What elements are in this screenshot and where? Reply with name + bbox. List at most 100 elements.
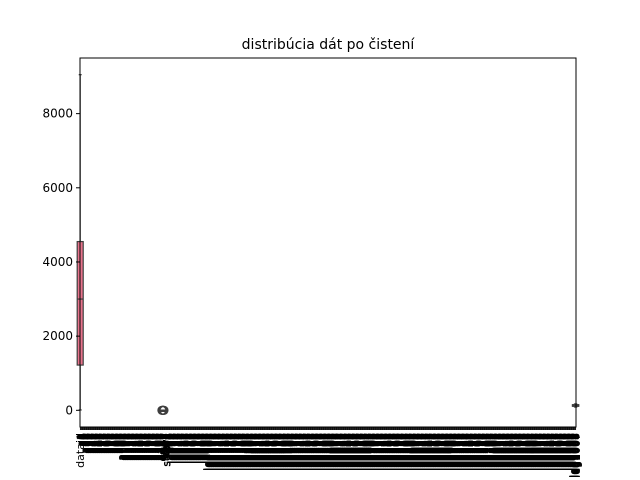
x-tick-label: a121 <box>123 433 136 461</box>
x-tick-label: leg8 <box>164 433 177 457</box>
x-tick-label: leg63 <box>186 433 199 464</box>
x-tick-label: a53 <box>96 433 109 454</box>
x-tick-label: a190 <box>151 433 164 461</box>
x-tick-label: leg101 <box>201 433 214 471</box>
x-tick-label: leg60 <box>185 433 198 464</box>
x-tick-label: leg192 <box>238 433 251 471</box>
x-tick-label: leg194 <box>239 433 252 471</box>
x-tick-label: a85 <box>109 433 122 454</box>
x-tick-label: leg74 <box>190 433 203 464</box>
x-tick-label: a143 <box>132 433 145 461</box>
x-tick-label: a105 <box>117 433 130 461</box>
x-tick-label: a160 <box>139 433 152 461</box>
x-tick-label: a71 <box>103 433 116 454</box>
x-tick-label: a126 <box>125 433 138 461</box>
x-tick-label: leg184 <box>235 433 248 471</box>
x-tick-label: a140 <box>131 433 144 461</box>
x-tick-label: a45 <box>92 433 105 454</box>
x-tick-label: leg106 <box>203 433 216 471</box>
x-tick-label: leg50 <box>181 433 194 464</box>
x-tick-label: leg65 <box>187 433 200 464</box>
x-tick-label: leg105 <box>203 433 216 471</box>
x-tick-label: leg28 <box>172 433 185 464</box>
x-tick-label: a36 <box>89 433 102 454</box>
x-tick-label: leg92 <box>198 433 211 464</box>
x-tick-label: leg226 <box>252 433 265 471</box>
x-tick-label: leg64 <box>186 433 199 464</box>
x-tick-label: a145 <box>133 433 146 461</box>
x-tick-label: a84 <box>108 433 121 454</box>
x-tick-label: leg191 <box>238 433 251 471</box>
x-tick-label: leg217 <box>249 433 262 471</box>
x-tick-label: leg151 <box>222 433 235 471</box>
y-tick-label: 2000 <box>42 329 73 343</box>
x-tick-label: a57 <box>97 433 110 454</box>
x-tick-label: a111 <box>119 433 132 461</box>
x-tick-label: a32 <box>87 433 100 454</box>
x-tick-label: grid1 <box>156 433 169 462</box>
x-tick-label: leg205 <box>244 433 257 471</box>
x-tick-label: leg147 <box>220 433 233 471</box>
x-tick-label: car2 <box>160 433 173 457</box>
x-tick-label: leg188 <box>237 433 250 471</box>
x-tick-label: leg56 <box>183 433 196 464</box>
x-tick-label: leg137 <box>216 433 229 471</box>
x-tick-label: a17 <box>81 433 94 454</box>
x-tick-label: leg26 <box>171 433 184 464</box>
x-tick-label: leg43 <box>178 433 191 464</box>
x-tick-label: leg16 <box>167 433 180 464</box>
x-tick-label: leg98 <box>200 433 213 464</box>
x-tick-label: leg176 <box>232 433 245 471</box>
x-tick-label: a12 <box>79 433 92 454</box>
x-tick-label: leg185 <box>236 433 249 471</box>
x-tick-label: a186 <box>150 433 163 461</box>
x-tick-label: leg215 <box>248 433 261 471</box>
x-tick-label: leg208 <box>245 433 258 471</box>
x-tick-label: leg48 <box>180 433 193 464</box>
x-tick-label: leg72 <box>190 433 203 464</box>
x-tick-label: leg128 <box>212 433 225 471</box>
x-tick-label: leg2 <box>161 433 174 457</box>
x-tick-label: a79 <box>106 433 119 454</box>
x-tick-label: leg158 <box>225 433 238 471</box>
x-tick-label: leg211 <box>246 433 259 471</box>
x-tick-label: leg109 <box>205 433 218 471</box>
x-tick-label: a132 <box>128 433 141 461</box>
x-tick-label: a139 <box>131 433 144 461</box>
x-tick-label: leg58 <box>184 433 197 464</box>
x-tick-label: a11 <box>79 433 92 454</box>
x-tick-label: leg82 <box>194 433 207 464</box>
x-tick-label: leg203 <box>243 433 256 471</box>
x-tick-label: leg15 <box>166 433 179 464</box>
x-tick-label: leg175 <box>232 433 245 471</box>
x-tick-label: a10 <box>78 433 91 454</box>
x-tick-label: a30 <box>86 433 99 454</box>
x-tick-label: a24 <box>84 433 97 454</box>
x-tick-label: a63 <box>100 433 113 454</box>
x-tick-label: leg91 <box>197 433 210 464</box>
x-tick-label: a47 <box>93 433 106 454</box>
x-tick-label: leg157 <box>224 433 237 471</box>
x-tick-label: a142 <box>132 433 145 461</box>
x-tick-label: leg38 <box>176 433 189 464</box>
x-tick-label: grid2 <box>156 433 169 462</box>
x-tick-label: a184 <box>149 433 162 461</box>
x-tick-label: leg130 <box>213 433 226 471</box>
x-tick-label: leg223 <box>251 433 264 471</box>
x-tick-label: use1 <box>157 433 170 459</box>
x-tick-label: a40 <box>90 433 103 454</box>
x-tick-label: leg4 <box>162 433 175 457</box>
x-tick-label: car1 <box>159 433 172 457</box>
x-tick-label: leg221 <box>250 433 263 471</box>
x-tick-label: a58 <box>98 433 111 454</box>
x-tick-label: a166 <box>142 433 155 461</box>
x-tick-label: leg115 <box>207 433 220 471</box>
x-tick-label: a51 <box>95 433 108 454</box>
x-tick-label: leg20 <box>169 433 182 464</box>
x-tick-label: a114 <box>121 433 134 461</box>
y-tick-label: 6000 <box>42 181 73 195</box>
x-tick-label: leg18 <box>168 433 181 464</box>
x-tick-label: a56 <box>97 433 110 454</box>
x-tick-label: a60 <box>99 433 112 454</box>
x-tick-label: a99 <box>114 433 127 454</box>
